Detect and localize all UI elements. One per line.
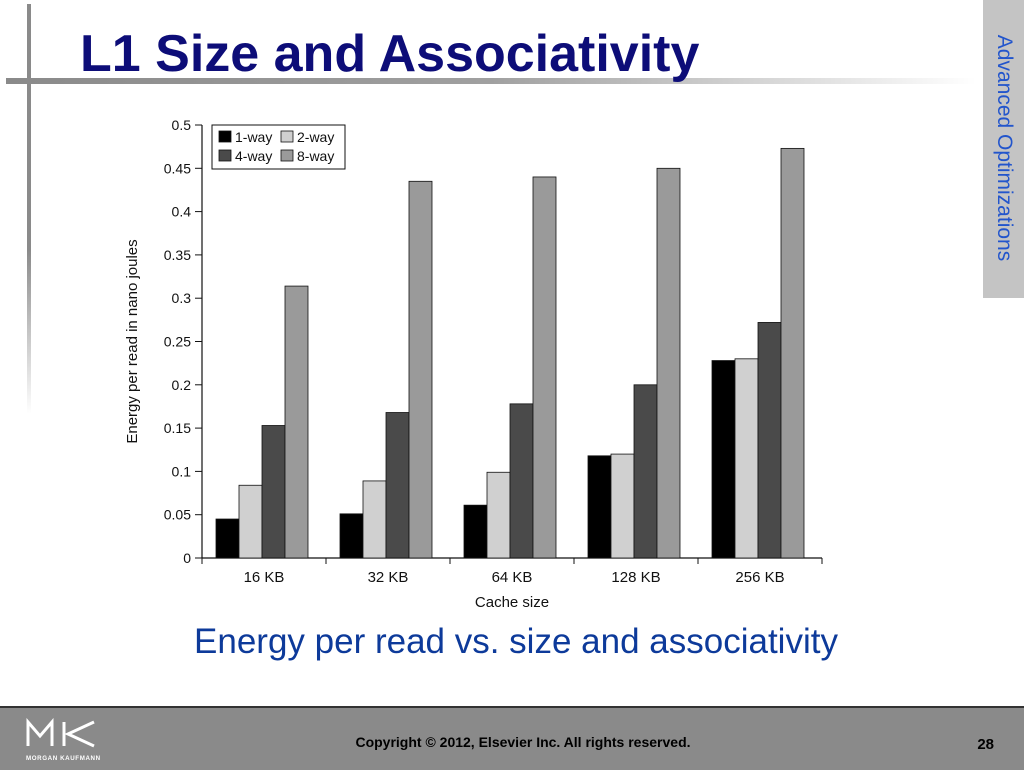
x-tick-label: 16 KB <box>244 569 285 586</box>
y-tick-label: 0.05 <box>164 507 191 523</box>
legend-label-1-way: 1-way <box>235 129 272 145</box>
page-number: 28 <box>977 736 994 753</box>
legend-swatch-2-way <box>280 130 294 143</box>
bar-1-way <box>339 513 364 559</box>
bar-8-way <box>284 285 309 559</box>
y-tick-label: 0.2 <box>172 377 192 393</box>
morgan-kaufmann-logo: MORGAN KAUFMANN <box>26 718 101 762</box>
x-tick-label: 256 KB <box>735 569 784 586</box>
section-side-tab-label: Advanced Optimizations <box>992 34 1016 262</box>
bar-2-way <box>610 453 635 559</box>
y-tick-label: 0.4 <box>172 204 192 220</box>
bar-8-way <box>532 176 557 559</box>
logo-lettering: MORGAN KAUFMANN <box>26 755 101 762</box>
legend-label-8-way: 8-way <box>297 148 334 164</box>
chart-legend: 1-way 2-way 4-way 8-way <box>211 124 346 170</box>
x-tick-label: 64 KB <box>492 569 533 586</box>
y-tick-label: 0.25 <box>164 334 191 350</box>
bar-8-way <box>780 147 805 559</box>
y-tick-label: 0.3 <box>172 290 192 306</box>
bar-4-way <box>261 425 286 559</box>
bar-1-way <box>711 360 736 559</box>
section-side-tab: Advanced Optimizations <box>983 0 1024 298</box>
legend-label-2-way: 2-way <box>297 129 334 145</box>
bar-2-way <box>734 358 759 559</box>
bar-1-way <box>463 504 488 559</box>
legend-swatch-4-way <box>218 149 232 162</box>
decorative-vertical-rule <box>27 4 31 414</box>
bar-8-way <box>656 167 681 559</box>
chart-bars <box>215 147 805 559</box>
legend-box <box>211 124 346 170</box>
y-axis-title: Energy per read in nano joules <box>124 239 141 443</box>
y-tick-label: 0.45 <box>164 160 191 176</box>
bar-4-way <box>633 384 658 559</box>
x-axis-title: Cache size <box>475 594 549 611</box>
bar-4-way <box>385 412 410 559</box>
bar-2-way <box>238 484 263 559</box>
legend-swatch-8-way <box>280 149 294 162</box>
bar-4-way <box>509 403 534 559</box>
slide-title: L1 Size and Associativity <box>80 25 700 83</box>
bar-8-way <box>408 180 433 559</box>
chart-axes: 0 0.05 0.1 0.15 0.2 0.25 0.3 0.35 0.4 0.45 0.5 16 K… <box>124 117 823 611</box>
decorative-horizontal-rule <box>6 78 976 84</box>
energy-bar-chart: 0 0.05 0.1 0.15 0.2 0.25 0.3 0.35 0.4 0.45 0.5 16 K… <box>124 117 823 611</box>
bar-2-way <box>362 480 387 559</box>
chart-caption: Energy per read vs. size and associativi… <box>194 622 838 661</box>
bar-2-way <box>486 471 511 559</box>
legend-label-4-way: 4-way <box>235 148 272 164</box>
y-tick-label: 0.35 <box>164 247 191 263</box>
x-tick-label: 32 KB <box>368 569 409 586</box>
y-tick-label: 0.15 <box>164 420 191 436</box>
slide-footer: MORGAN KAUFMANN Copyright © 2012, Elsevi… <box>0 706 1024 770</box>
copyright-notice: Copyright © 2012, Elsevier Inc. All righ… <box>355 734 691 750</box>
legend-swatch-1-way <box>218 130 232 143</box>
y-tick-label: 0 <box>183 550 191 566</box>
bar-4-way <box>757 322 782 559</box>
bar-1-way <box>587 455 612 559</box>
y-tick-label: 0.5 <box>172 117 192 133</box>
x-tick-label: 128 KB <box>611 569 660 586</box>
y-tick-label: 0.1 <box>172 463 192 479</box>
bar-1-way <box>215 518 240 559</box>
